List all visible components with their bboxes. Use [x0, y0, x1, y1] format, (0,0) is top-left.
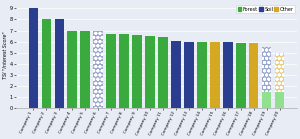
- Bar: [93, 31, 103, 108]
- Bar: [28, 8, 38, 108]
- Bar: [68, 31, 77, 108]
- Bar: [171, 41, 181, 108]
- Bar: [275, 92, 284, 108]
- Bar: [262, 47, 272, 92]
- Bar: [197, 42, 207, 108]
- Bar: [55, 19, 64, 108]
- Bar: [184, 42, 194, 108]
- Bar: [210, 42, 220, 108]
- Bar: [132, 35, 142, 108]
- Bar: [80, 31, 90, 108]
- Bar: [158, 37, 168, 108]
- Bar: [223, 42, 232, 108]
- Bar: [119, 34, 129, 108]
- Bar: [249, 43, 259, 108]
- Bar: [236, 43, 245, 108]
- Bar: [41, 19, 51, 108]
- Bar: [275, 53, 284, 92]
- Bar: [262, 92, 272, 108]
- Bar: [106, 34, 116, 108]
- Legend: Forest, Soil, Other: Forest, Soil, Other: [236, 5, 295, 13]
- Bar: [145, 36, 155, 108]
- Bar: [262, 47, 272, 108]
- Y-axis label: TSI "Interest Score": TSI "Interest Score": [3, 32, 8, 79]
